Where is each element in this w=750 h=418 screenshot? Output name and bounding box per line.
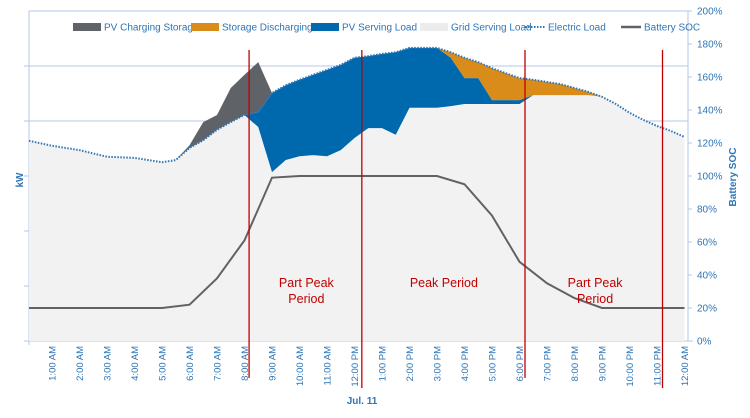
x-tick-label: 12:00 PM [350, 346, 361, 387]
x-tick-label: 1:00 AM [48, 346, 59, 381]
right-tick-label: 20% [697, 304, 717, 315]
right-tick-label: 120% [697, 139, 723, 150]
right-tick-label: 140% [697, 106, 723, 117]
y-axis-label-right: Battery SOC [728, 148, 739, 207]
x-axis-label: Jul. 11 [347, 396, 378, 407]
right-tick-label: 200% [697, 7, 723, 18]
period-label: Part Peak [279, 276, 335, 290]
x-tick-label: 1:00 PM [378, 346, 389, 381]
x-tick-label: 6:00 AM [185, 346, 196, 381]
right-tick-label: 40% [697, 271, 717, 282]
x-tick-label: 10:00 AM [295, 346, 306, 386]
x-tick-label: 9:00 PM [598, 346, 609, 381]
x-tick-label: 7:00 PM [543, 346, 554, 381]
right-tick-label: 0% [697, 337, 712, 348]
x-tick-label: 5:00 PM [488, 346, 499, 381]
x-tick-label: 3:00 PM [433, 346, 444, 381]
legend-label: Storage Discharging [222, 23, 313, 34]
right-tick-label: 160% [697, 73, 723, 84]
x-tick-label: 4:00 PM [460, 346, 471, 381]
legend-swatch [191, 23, 219, 31]
x-tick-label: 11:00 PM [653, 346, 664, 386]
x-tick-label: 10:00 PM [625, 346, 636, 387]
right-tick-label: 180% [697, 40, 723, 51]
legend-label: PV Charging Storage [104, 23, 199, 34]
x-tick-label: 11:00 AM [323, 346, 334, 386]
legend-swatch [311, 23, 339, 31]
x-tick-label: 3:00 AM [103, 346, 114, 381]
y-axis-label-left: kW [15, 172, 26, 188]
legend: PV Charging Storage Storage Discharging PV… [73, 23, 700, 34]
legend-label: Grid Serving Load [451, 23, 532, 34]
legend-swatch [420, 23, 448, 31]
right-tick-label: 80% [697, 205, 717, 216]
x-tick-label: 6:00 PM [515, 346, 526, 381]
grid-serving-load-area [29, 95, 685, 342]
x-tick-label: 4:00 AM [130, 346, 141, 381]
x-tick-label: 7:00 AM [213, 346, 224, 381]
x-tick-label: 2:00 AM [75, 346, 86, 381]
period-label: Peak Period [410, 276, 478, 290]
x-tick-label: 8:00 AM [240, 346, 251, 381]
legend-swatch [73, 23, 101, 31]
x-tick-label: 8:00 PM [570, 346, 581, 381]
period-label: Period [577, 292, 613, 306]
right-tick-label: 100% [697, 172, 723, 183]
battery-soc-line [29, 175, 685, 309]
x-tick-label: 2:00 PM [405, 346, 416, 381]
x-tick-label: 5:00 AM [158, 346, 169, 381]
legend-label: Battery SOC [644, 23, 700, 34]
legend-label: PV Serving Load [342, 23, 417, 34]
x-tick-label: 9:00 AM [268, 346, 279, 381]
electric-load-line [28, 46, 685, 164]
legend-label: Electric Load [548, 23, 606, 34]
right-tick-label: 60% [697, 238, 717, 249]
pv-serving-load-area [29, 47, 685, 173]
x-tick-label: 12:00 AM [680, 346, 691, 386]
period-label: Period [288, 292, 324, 306]
period-label: Part Peak [568, 276, 624, 290]
